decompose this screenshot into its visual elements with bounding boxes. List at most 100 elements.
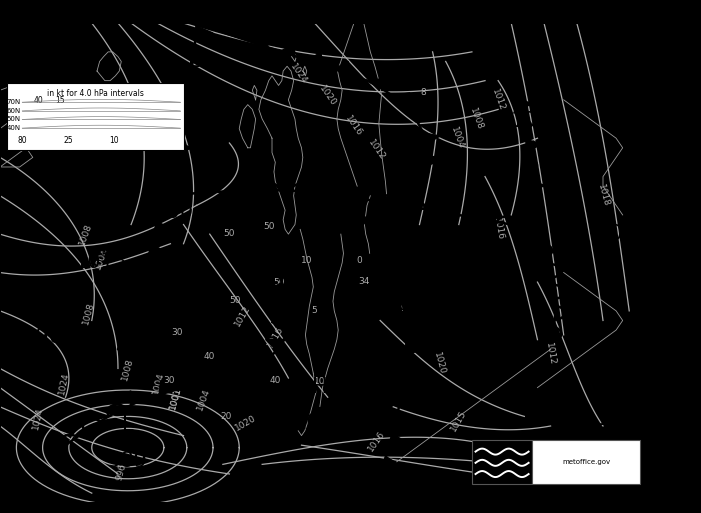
Text: 60N: 60N bbox=[7, 108, 21, 114]
Polygon shape bbox=[259, 260, 278, 272]
Polygon shape bbox=[334, 61, 348, 74]
Polygon shape bbox=[130, 391, 146, 405]
Polygon shape bbox=[393, 93, 410, 105]
Polygon shape bbox=[162, 185, 180, 198]
Polygon shape bbox=[184, 95, 203, 107]
Polygon shape bbox=[189, 72, 207, 84]
Text: H: H bbox=[312, 377, 327, 397]
Text: 1016: 1016 bbox=[491, 217, 505, 242]
Text: 1012: 1012 bbox=[544, 342, 557, 366]
Text: L: L bbox=[531, 74, 543, 94]
Polygon shape bbox=[128, 312, 147, 324]
Text: 1013: 1013 bbox=[75, 252, 128, 272]
Text: 1005: 1005 bbox=[167, 87, 220, 107]
Text: 34: 34 bbox=[358, 277, 369, 286]
Bar bbox=[6, 83, 184, 150]
Polygon shape bbox=[388, 259, 407, 271]
Polygon shape bbox=[498, 62, 516, 72]
Text: 1024: 1024 bbox=[288, 62, 308, 85]
Polygon shape bbox=[179, 117, 198, 130]
Text: 1012: 1012 bbox=[367, 138, 387, 162]
Polygon shape bbox=[308, 52, 322, 65]
Polygon shape bbox=[250, 238, 269, 250]
Text: 1012: 1012 bbox=[490, 88, 506, 112]
Polygon shape bbox=[267, 282, 285, 294]
Text: 5: 5 bbox=[312, 306, 318, 315]
Text: 989: 989 bbox=[108, 451, 148, 471]
Text: 1001: 1001 bbox=[168, 386, 183, 410]
Text: 1016: 1016 bbox=[266, 325, 285, 349]
Polygon shape bbox=[250, 353, 268, 367]
Polygon shape bbox=[403, 304, 421, 316]
Text: 1024: 1024 bbox=[293, 413, 346, 433]
Text: 1024: 1024 bbox=[357, 413, 410, 433]
Text: 1004: 1004 bbox=[93, 246, 110, 270]
Polygon shape bbox=[406, 343, 423, 355]
Text: 1012: 1012 bbox=[458, 295, 512, 315]
Text: L: L bbox=[479, 259, 491, 279]
Text: 1004: 1004 bbox=[195, 387, 211, 412]
Text: 1016: 1016 bbox=[343, 114, 365, 138]
Text: 20: 20 bbox=[220, 412, 232, 421]
Polygon shape bbox=[154, 222, 172, 234]
Polygon shape bbox=[426, 154, 442, 166]
Polygon shape bbox=[400, 388, 418, 401]
Text: L: L bbox=[188, 51, 199, 71]
Text: 996: 996 bbox=[115, 462, 128, 481]
Polygon shape bbox=[226, 26, 241, 38]
Text: H: H bbox=[376, 377, 391, 397]
Text: L: L bbox=[122, 415, 134, 435]
Polygon shape bbox=[227, 363, 243, 377]
Text: 0: 0 bbox=[356, 256, 362, 265]
Text: 10: 10 bbox=[314, 378, 325, 386]
Text: 1020: 1020 bbox=[318, 84, 338, 108]
Text: 10: 10 bbox=[597, 224, 622, 244]
Text: 10: 10 bbox=[301, 256, 313, 265]
Polygon shape bbox=[529, 180, 545, 191]
Text: 1008: 1008 bbox=[121, 357, 135, 382]
Text: 1004: 1004 bbox=[151, 371, 166, 396]
Polygon shape bbox=[271, 305, 289, 318]
Text: 50: 50 bbox=[224, 229, 235, 238]
Polygon shape bbox=[142, 267, 161, 279]
Polygon shape bbox=[193, 49, 210, 62]
Text: 1023: 1023 bbox=[259, 271, 312, 291]
Polygon shape bbox=[266, 340, 285, 350]
Text: 1004: 1004 bbox=[449, 126, 465, 150]
Polygon shape bbox=[174, 140, 192, 152]
Polygon shape bbox=[343, 196, 362, 208]
Text: 30: 30 bbox=[163, 376, 175, 385]
Polygon shape bbox=[280, 43, 295, 56]
Text: 30: 30 bbox=[171, 328, 183, 337]
Text: L: L bbox=[161, 166, 173, 186]
Text: 40: 40 bbox=[204, 352, 215, 361]
Text: 1020: 1020 bbox=[233, 414, 258, 433]
Text: 1000: 1000 bbox=[141, 202, 193, 222]
Polygon shape bbox=[411, 113, 429, 123]
Text: metoffice.gov: metoffice.gov bbox=[562, 459, 611, 465]
Text: 996: 996 bbox=[22, 327, 62, 347]
Text: 50: 50 bbox=[273, 278, 285, 287]
Text: 1008: 1008 bbox=[77, 222, 93, 246]
Text: 1020: 1020 bbox=[432, 351, 447, 376]
Text: 1016: 1016 bbox=[367, 429, 387, 453]
Polygon shape bbox=[361, 216, 380, 228]
Text: 1: 1 bbox=[626, 64, 639, 84]
Text: 1024: 1024 bbox=[32, 407, 45, 431]
Polygon shape bbox=[423, 133, 440, 144]
Polygon shape bbox=[376, 238, 395, 249]
Text: 1000: 1000 bbox=[511, 111, 564, 131]
Text: 80: 80 bbox=[18, 136, 27, 145]
Polygon shape bbox=[526, 140, 543, 151]
Text: 1001: 1001 bbox=[168, 386, 183, 410]
Bar bbox=[532, 440, 640, 484]
Text: 10: 10 bbox=[109, 136, 119, 145]
Polygon shape bbox=[389, 434, 407, 446]
Polygon shape bbox=[271, 317, 289, 329]
Text: 15: 15 bbox=[55, 96, 65, 106]
Text: 40N: 40N bbox=[7, 125, 21, 131]
Polygon shape bbox=[200, 16, 215, 29]
Polygon shape bbox=[395, 411, 414, 424]
Text: 9: 9 bbox=[400, 304, 406, 313]
Text: 70N: 70N bbox=[7, 99, 21, 105]
